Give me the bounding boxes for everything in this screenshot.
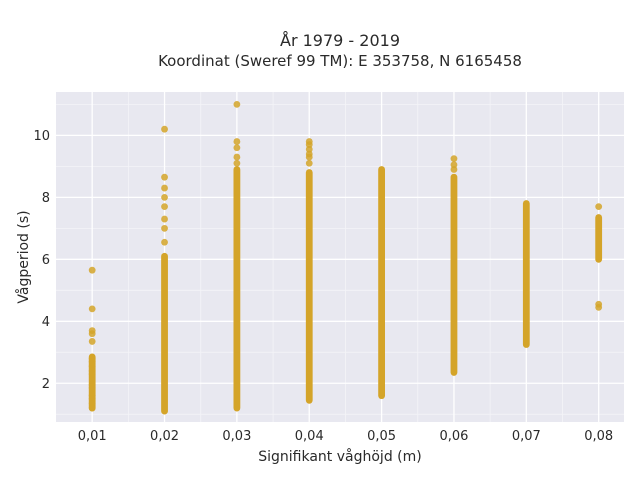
y-tick-label: 2 [42,377,50,392]
data-point [595,303,603,311]
data-point [88,330,96,338]
data-point [161,173,168,181]
data-point [305,159,313,167]
data-point [88,305,96,313]
data-point [161,224,168,232]
data-point [450,166,458,173]
data-point [88,358,96,365]
data-point-cluster [378,166,386,400]
data-point [233,159,241,167]
data-point [595,203,603,211]
data-point [233,144,241,152]
data-point [161,238,168,246]
data-point [450,155,458,163]
x-tick-label: 0,02 [150,429,179,444]
plot-background [56,92,624,422]
data-point [88,370,96,378]
data-point [161,125,168,133]
data-point-cluster [305,169,313,404]
data-point [88,384,96,392]
data-point [161,184,168,192]
data-point [88,404,96,412]
data-points [88,100,603,415]
x-tick-label: 0,04 [295,429,324,444]
x-tick-label: 0,06 [439,429,468,444]
data-point-cluster [161,252,168,415]
data-point-cluster [233,166,241,412]
data-point [88,266,96,274]
chart-title: År 1979 - 2019 [280,31,400,50]
data-point [305,141,313,149]
y-axis-label: Vågperiod (s) [15,210,32,303]
data-point [88,362,96,370]
x-tick-label: 0,01 [78,429,107,444]
data-point [233,138,241,145]
data-point [88,338,96,345]
data-point [450,161,458,169]
data-point-cluster [595,214,603,263]
data-point [305,145,313,153]
data-point [305,153,313,161]
chart-subtitle: Koordinat (Sweref 99 TM): E 353758, N 61… [158,52,522,70]
x-tick-label: 0,05 [367,429,396,444]
data-point [161,193,168,201]
y-tick-label: 8 [42,191,50,206]
data-point [161,203,168,211]
y-tick-label: 10 [33,129,50,144]
data-point [233,100,241,108]
y-tick-label: 6 [42,253,50,268]
data-point [233,153,241,161]
data-point-cluster [450,173,458,376]
data-point [161,215,168,223]
tick-labels: 0,01 0,02 0,03 0,04 0,05 0,06 0,07 0,08 2 4 6 8 10 [33,129,613,444]
x-tick-label: 0,08 [584,429,613,444]
x-tick-label: 0,03 [222,429,251,444]
data-point-cluster [522,200,530,348]
data-point [88,400,96,407]
data-point [88,395,96,403]
y-tick-label: 4 [42,315,50,330]
x-tick-label: 0,07 [512,429,541,444]
x-axis-label: Signifikant våghöjd (m) [258,448,421,465]
